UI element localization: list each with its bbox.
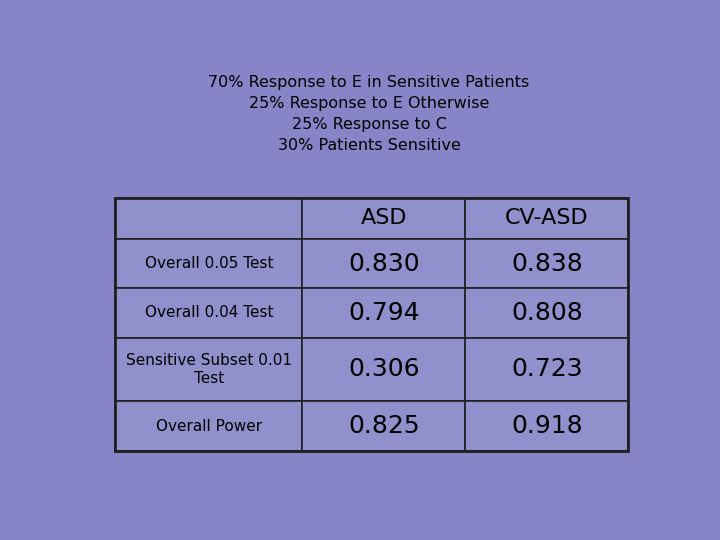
Bar	[465, 239, 629, 288]
Bar	[465, 401, 629, 451]
Text: Sensitive Subset 0.01
Test: Sensitive Subset 0.01 Test	[126, 353, 292, 386]
Text: 0.794: 0.794	[348, 301, 420, 325]
Text: 0.918: 0.918	[511, 414, 582, 438]
Bar	[115, 198, 302, 239]
Text: 0.306: 0.306	[348, 357, 420, 381]
Text: 0.838: 0.838	[511, 252, 582, 276]
Bar	[302, 239, 465, 288]
Bar	[115, 288, 302, 338]
Text: Overall 0.05 Test: Overall 0.05 Test	[145, 256, 273, 271]
Bar	[115, 239, 302, 288]
Bar	[115, 338, 302, 401]
Bar	[465, 338, 629, 401]
Bar	[302, 401, 465, 451]
Text: 0.723: 0.723	[511, 357, 582, 381]
Bar	[115, 198, 629, 451]
Bar	[115, 401, 302, 451]
Text: 70% Response to E in Sensitive Patients
25% Response to E Otherwise
25% Response: 70% Response to E in Sensitive Patients …	[208, 75, 530, 153]
Bar	[465, 288, 629, 338]
Text: Overall 0.04 Test: Overall 0.04 Test	[145, 306, 273, 320]
Text: 0.825: 0.825	[348, 414, 420, 438]
Bar	[302, 288, 465, 338]
Bar	[302, 198, 465, 239]
Text: Overall Power: Overall Power	[156, 418, 262, 434]
Bar	[302, 338, 465, 401]
Bar	[465, 198, 629, 239]
Text: 0.808: 0.808	[511, 301, 582, 325]
Text: 0.830: 0.830	[348, 252, 420, 276]
Text: ASD: ASD	[361, 208, 407, 228]
Text: CV-ASD: CV-ASD	[505, 208, 589, 228]
